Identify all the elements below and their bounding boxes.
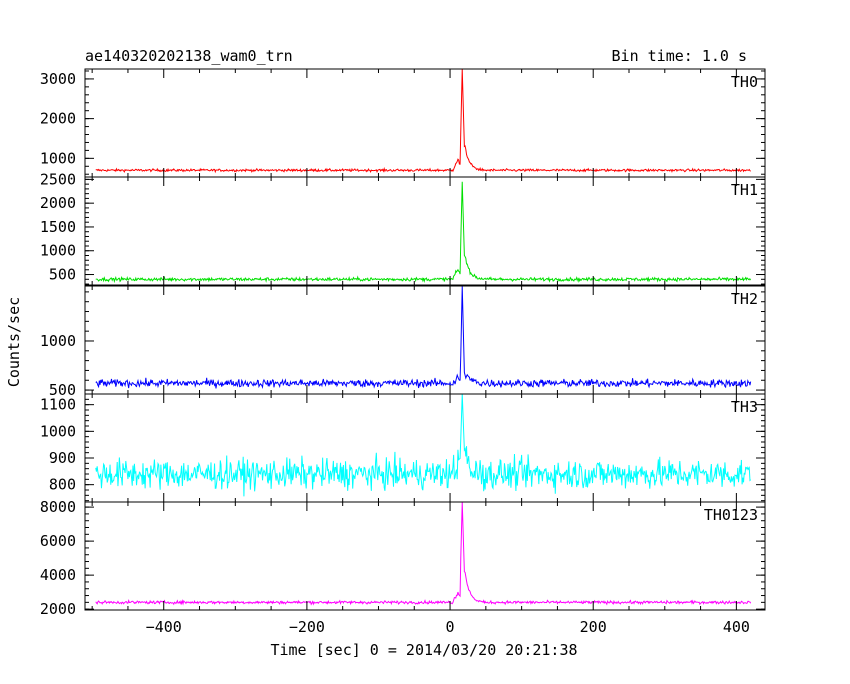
y-tick-label: 8000 [40,498,76,516]
y-tick-label: 4000 [40,566,76,584]
y-tick-label: 2000 [40,110,76,128]
y-tick-label: 3000 [40,70,76,88]
y-tick-label: 1000 [40,149,76,167]
series-line-th3 [95,394,752,497]
y-tick-label: 900 [49,449,76,467]
panel-frame [84,176,766,286]
y-tick-label: 1000 [40,422,76,440]
panel-label-th0: TH0 [731,73,758,91]
x-axis-label: Time [sec] 0 = 2014/03/20 20:21:38 [270,641,577,659]
y-tick-label: 1000 [40,332,76,350]
y-tick-label: 1000 [40,242,76,260]
x-tick-label: −400 [146,618,182,636]
y-tick-label: 2000 [40,600,76,618]
series-line-th2 [95,286,752,390]
y-axis-label: Counts/sec [5,297,23,387]
x-tick-label: −200 [289,618,325,636]
x-tick-label: 400 [723,618,750,636]
chart-title: ae140320202138_wam0_trn [85,47,293,65]
panel-label-th3: TH3 [731,398,758,416]
y-tick-label: 2000 [40,194,76,212]
bin-time-label: Bin time: 1.0 s [612,47,747,65]
panel-frame [84,68,766,178]
panel-label-th1: TH1 [731,181,758,199]
y-tick-label: 2500 [40,170,76,188]
panel-label-th0123: TH0123 [704,506,758,524]
y-tick-label: 500 [49,381,76,399]
panel-frame [84,285,766,395]
y-tick-label: 1100 [40,396,76,414]
y-tick-label: 500 [49,266,76,284]
y-tick-label: 1500 [40,218,76,236]
y-tick-label: 800 [49,476,76,494]
panel-frame [84,501,766,611]
panel-frame [84,393,766,503]
series-line-th0123 [95,502,752,606]
x-tick-label: 0 [446,618,455,636]
series-line-th0 [95,69,751,174]
panel-label-th2: TH2 [731,290,758,308]
series-line-th1 [95,181,752,284]
x-tick-label: 200 [580,618,607,636]
y-tick-label: 6000 [40,532,76,550]
